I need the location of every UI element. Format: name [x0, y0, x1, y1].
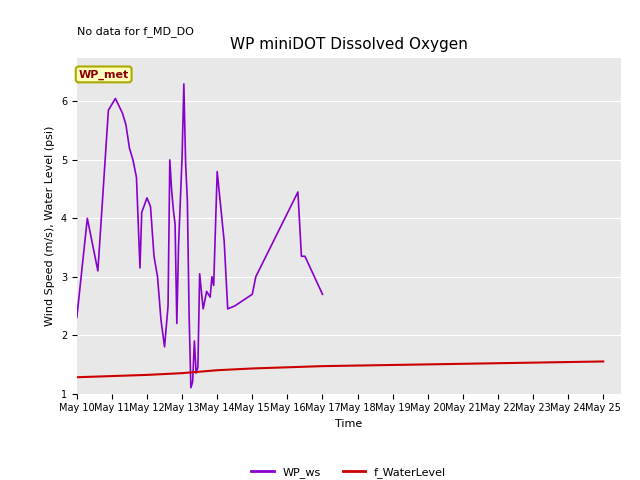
f_WaterLevel — [143, 372, 151, 378]
Title: WP miniDOT Dissolved Oxygen: WP miniDOT Dissolved Oxygen — [230, 37, 468, 52]
f_WaterLevel — [179, 370, 186, 376]
f_WaterLevel — [248, 366, 256, 372]
WP_ws — [154, 274, 161, 280]
Legend: WP_ws, f_WaterLevel: WP_ws, f_WaterLevel — [247, 462, 451, 480]
f_WaterLevel — [213, 367, 221, 373]
Line: f_WaterLevel: f_WaterLevel — [77, 361, 604, 377]
f_WaterLevel — [108, 373, 116, 379]
WP_ws — [138, 210, 145, 216]
WP_ws — [157, 318, 165, 324]
Text: WP_met: WP_met — [79, 69, 129, 80]
WP_ws — [196, 271, 204, 276]
X-axis label: Time: Time — [335, 419, 362, 429]
WP_ws — [187, 385, 195, 391]
f_WaterLevel — [319, 363, 326, 369]
f_WaterLevel — [192, 369, 200, 375]
f_WaterLevel — [529, 360, 537, 365]
f_WaterLevel — [459, 361, 467, 367]
f_WaterLevel — [73, 374, 81, 380]
WP_ws — [301, 253, 308, 259]
f_WaterLevel — [354, 363, 362, 369]
WP_ws — [180, 81, 188, 87]
f_WaterLevel — [424, 361, 431, 367]
Line: WP_ws: WP_ws — [77, 84, 323, 388]
WP_ws — [206, 294, 214, 300]
f_WaterLevel — [564, 359, 572, 365]
WP_ws — [73, 315, 81, 321]
f_WaterLevel — [600, 359, 607, 364]
f_WaterLevel — [284, 364, 291, 370]
f_WaterLevel — [494, 360, 502, 366]
f_WaterLevel — [389, 362, 397, 368]
Y-axis label: Wind Speed (m/s), Water Level (psi): Wind Speed (m/s), Water Level (psi) — [45, 125, 55, 326]
WP_ws — [319, 291, 326, 297]
Text: No data for f_MD_DO: No data for f_MD_DO — [77, 26, 194, 37]
